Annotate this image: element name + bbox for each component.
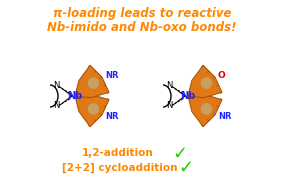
- Text: NR: NR: [218, 112, 232, 121]
- Text: O: O: [217, 71, 225, 80]
- Text: NR: NR: [105, 71, 119, 80]
- Polygon shape: [75, 94, 109, 127]
- Polygon shape: [188, 94, 222, 127]
- Circle shape: [88, 78, 99, 88]
- Text: N: N: [166, 101, 172, 111]
- Circle shape: [201, 78, 212, 88]
- Polygon shape: [59, 95, 72, 106]
- Text: π-loading leads to reactive: π-loading leads to reactive: [53, 7, 231, 20]
- Text: N: N: [53, 81, 59, 91]
- Text: ✓: ✓: [178, 159, 193, 177]
- Text: Nb: Nb: [180, 91, 196, 101]
- Text: NR: NR: [105, 112, 119, 121]
- Text: ✓: ✓: [172, 145, 187, 163]
- Text: N: N: [166, 81, 172, 91]
- Polygon shape: [75, 65, 109, 98]
- Polygon shape: [172, 95, 185, 106]
- Text: 1,2-addition: 1,2-addition: [82, 148, 154, 158]
- Circle shape: [88, 104, 99, 114]
- Text: Nb: Nb: [67, 91, 83, 101]
- Text: [2+2] cycloaddition: [2+2] cycloaddition: [62, 163, 178, 173]
- Text: N: N: [53, 101, 59, 111]
- Polygon shape: [188, 65, 222, 98]
- Polygon shape: [59, 86, 72, 97]
- Circle shape: [201, 104, 212, 114]
- Text: Nb-imido and Nb-oxo bonds!: Nb-imido and Nb-oxo bonds!: [47, 21, 237, 34]
- Polygon shape: [172, 86, 185, 97]
